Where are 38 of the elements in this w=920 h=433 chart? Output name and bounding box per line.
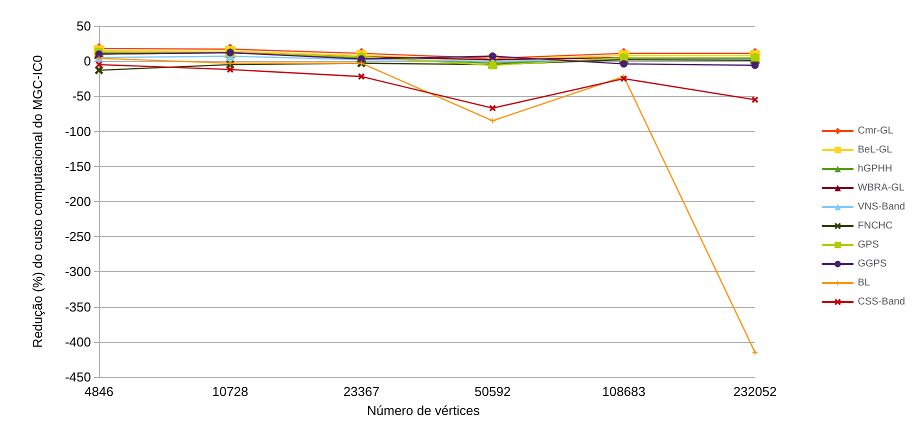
y-tick-label: -350: [64, 299, 91, 314]
point: [489, 104, 496, 112]
y-tick-label: -250: [64, 229, 91, 244]
point: [620, 60, 628, 68]
y-tick-label: -50: [72, 88, 91, 104]
y-tick-label: -100: [64, 124, 91, 139]
x-tick-label: 23367: [343, 384, 380, 399]
x-axis-title: Número de vértices: [367, 403, 480, 418]
point: [358, 73, 365, 80]
y-tick-label: -450: [64, 370, 91, 384]
point: [752, 96, 758, 103]
point: [752, 348, 758, 356]
legend-label: hGPHH: [858, 164, 892, 174]
y-tick-label: -400: [64, 334, 91, 350]
x-tick-label: 232052: [733, 384, 777, 399]
x-tick-label: 50592: [474, 384, 511, 399]
legend-label: WBRA-GL: [858, 182, 905, 194]
legend-label: GGPS: [858, 258, 887, 270]
y-tick-label: 50: [76, 18, 91, 34]
point: [489, 117, 496, 124]
point: [488, 52, 496, 60]
point: [751, 62, 759, 70]
y-tick-label: -300: [64, 264, 91, 280]
y-tick-label: -200: [64, 194, 91, 209]
y-tick-label: 0: [84, 54, 91, 69]
legend-label: FNCHC: [858, 220, 893, 232]
legend-label: GPS: [858, 240, 880, 250]
legend-label: VNS-Band: [858, 202, 906, 212]
point: [226, 66, 234, 73]
legend-label: BL: [858, 278, 870, 288]
x-tick-label: 4846: [84, 384, 114, 399]
legend-label: Cmr-GL: [858, 126, 894, 136]
y-tick-label: -150: [64, 158, 91, 174]
legend-label: BeL-GL: [858, 144, 893, 156]
x-tick-label: 10728: [212, 384, 248, 399]
y-axis-title: Redução (%) do custo computacional do MGC-IC0: [30, 55, 45, 348]
x-tick-label: 108683: [602, 384, 646, 399]
legend-label: CSS-Band: [858, 296, 906, 308]
